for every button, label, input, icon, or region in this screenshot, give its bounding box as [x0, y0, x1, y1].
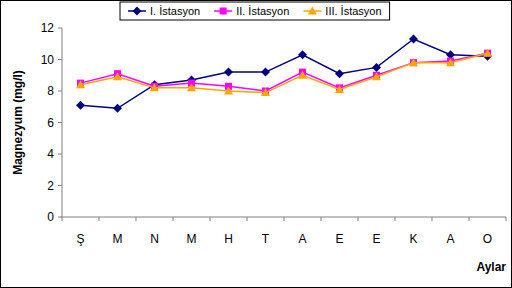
x-tick-label: H [224, 232, 233, 246]
data-point [224, 68, 233, 77]
data-point [372, 72, 381, 80]
x-tick [247, 217, 248, 221]
x-tick [321, 217, 322, 221]
legend-marker [220, 8, 227, 15]
legend-label: I. İstasyon [150, 5, 200, 17]
data-point [409, 35, 418, 44]
y-tick [58, 122, 62, 123]
x-tick [99, 217, 100, 221]
y-tick-label: 4 [47, 147, 54, 161]
x-tick-label: A [298, 232, 306, 246]
data-point [113, 104, 122, 113]
data-point [76, 80, 85, 88]
data-point [335, 69, 344, 78]
data-point [261, 88, 270, 96]
data-point [224, 87, 233, 95]
chart-frame [1, 1, 512, 288]
x-axis-label: Aylar [476, 260, 506, 274]
data-point [261, 68, 270, 77]
data-point [484, 50, 491, 57]
y-tick-label: 0 [47, 210, 54, 224]
data-point [335, 85, 344, 93]
data-point [76, 101, 85, 110]
data-point [410, 59, 417, 66]
y-tick [58, 154, 62, 155]
legend: I. İstasyon II. İstasyon III. İstasyon [120, 2, 390, 20]
legend-label: III. İstasyon [325, 5, 381, 17]
data-point [187, 83, 196, 91]
y-tick-label: 12 [41, 21, 55, 35]
x-tick-label: Ş [76, 232, 84, 246]
y-axis-label: Magnezyum (mg/l) [11, 70, 25, 175]
x-tick-label: T [262, 232, 270, 246]
legend-label: II. İstasyon [236, 5, 289, 17]
chart: 0 2 4 6 8 10 12 Ş M N M H T A E E K A O Magnezyum (mg/l) Ayl… [0, 0, 512, 288]
series-line [81, 53, 488, 91]
data-point [150, 83, 159, 91]
x-tick-label: E [335, 232, 343, 246]
y-tick-label: 2 [47, 179, 54, 193]
x-tick [136, 217, 137, 221]
y-tick [58, 59, 62, 60]
x-tick-label: M [187, 232, 197, 246]
data-point [298, 71, 307, 79]
series-line [81, 53, 488, 92]
data-point [409, 58, 418, 66]
data-point [298, 50, 307, 59]
x-tick-label: A [446, 232, 454, 246]
legend-marker [308, 7, 317, 15]
x-tick [469, 217, 470, 221]
x-tick-label: M [113, 232, 123, 246]
x-tick [284, 217, 285, 221]
x-tick-label: O [483, 232, 492, 246]
data-point [372, 63, 381, 72]
x-tick [432, 217, 433, 221]
plot-area [76, 35, 492, 113]
x-tick [173, 217, 174, 221]
y-tick [58, 217, 62, 218]
x-tick [506, 217, 507, 221]
data-point [113, 72, 122, 80]
x-tick-label: K [409, 232, 417, 246]
x-tick [62, 217, 63, 221]
y-tick [58, 185, 62, 186]
y-tick-label: 8 [47, 84, 54, 98]
x-tick-label: E [372, 232, 380, 246]
x-tick [358, 217, 359, 221]
y-tick [58, 28, 62, 29]
x-tick [210, 217, 211, 221]
x-tick-label: N [150, 232, 159, 246]
y-tick [58, 91, 62, 92]
y-tick-label: 10 [41, 53, 55, 67]
legend-marker [133, 7, 142, 16]
y-tick-label: 6 [47, 116, 54, 130]
legend-box [120, 2, 390, 20]
data-point [446, 58, 455, 66]
series-line [81, 39, 488, 108]
data-point [483, 49, 492, 57]
x-tick [395, 217, 396, 221]
